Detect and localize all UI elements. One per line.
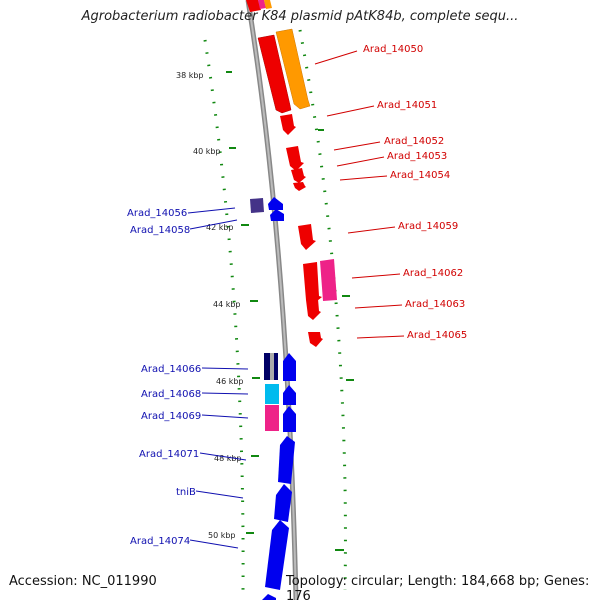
backbone-arc-highlight xyxy=(247,0,297,600)
tick-label: 48 kbp xyxy=(214,454,242,463)
gene-arad-14071 xyxy=(278,436,295,484)
tick-label: 50 kbp xyxy=(208,531,236,540)
gene-label[interactable]: Arad_14065 xyxy=(407,330,467,341)
gene-label[interactable]: Arad_14068 xyxy=(141,389,201,400)
leader-arad-14054 xyxy=(339,175,388,181)
gene-arad-14053 xyxy=(291,168,306,183)
gene-label[interactable]: Arad_14050 xyxy=(363,44,423,55)
leader-arad-14063 xyxy=(354,304,403,309)
gene-arad-14050b xyxy=(275,28,311,110)
gene-arad-14066-band xyxy=(270,353,274,380)
gene-label[interactable]: Arad_14052 xyxy=(384,136,444,147)
gene-label[interactable]: Arad_14062 xyxy=(403,268,463,279)
gene-label[interactable]: Arad_14053 xyxy=(387,151,447,162)
leader-arad-14050 xyxy=(314,50,358,65)
gene-arad-14054 xyxy=(293,182,306,191)
leader-arad-14051 xyxy=(326,105,375,117)
leader-arad-14059 xyxy=(347,226,396,234)
gene-label[interactable]: tniB xyxy=(176,487,196,498)
leader-arad-14062 xyxy=(351,273,401,279)
gene-label[interactable]: Arad_14054 xyxy=(390,170,450,181)
gene-arad-14050 xyxy=(257,34,292,114)
leader-arad-14066 xyxy=(201,367,249,370)
leader-arad-14069 xyxy=(201,414,249,419)
gene-top-orange xyxy=(264,0,272,9)
gene-arad-14065 xyxy=(308,332,323,347)
gc-track-right xyxy=(298,29,347,591)
gene-label[interactable]: Arad_14056 xyxy=(127,208,187,219)
gene-arad-14074 xyxy=(265,520,289,590)
gene-label[interactable]: Arad_14063 xyxy=(405,299,465,310)
tick-label: 38 kbp xyxy=(176,71,204,80)
leader-arad-14068 xyxy=(201,392,249,395)
gene-arad-14056b xyxy=(268,197,283,210)
tick-label: 46 kbp xyxy=(216,377,244,386)
map-title: Agrobacterium radiobacter K84 plasmid pA… xyxy=(81,9,519,24)
gene-label[interactable]: Arad_14066 xyxy=(141,364,201,375)
gene-arad-14069b xyxy=(283,406,296,432)
gene-arad-14063 xyxy=(306,299,321,320)
gc-track-left xyxy=(203,39,245,591)
gene-arad-14058 xyxy=(270,209,284,221)
gene-arad-14059 xyxy=(298,224,316,250)
gene-arad-14068b xyxy=(283,385,296,405)
leader-arad-14053 xyxy=(336,156,385,167)
gene-label[interactable]: Arad_14069 xyxy=(141,411,201,422)
leader-arad-14052 xyxy=(333,141,381,151)
gene-arad-14069 xyxy=(265,405,279,431)
gene-label[interactable]: Arad_14051 xyxy=(377,100,437,111)
gene-label[interactable]: Arad_14074 xyxy=(130,536,190,547)
gene-tnib xyxy=(274,484,292,522)
leader-arad-14058 xyxy=(189,219,238,230)
gene-arad-14068 xyxy=(265,384,279,404)
tick-label: 40 kbp xyxy=(193,147,221,156)
gene-arad-14056 xyxy=(250,198,264,213)
gene-top-pink xyxy=(258,0,266,9)
gene-arad-14051 xyxy=(280,114,296,135)
gene-arad-14062b xyxy=(320,259,337,301)
gene-label[interactable]: Arad_14058 xyxy=(130,225,190,236)
gene-label[interactable]: Arad_14059 xyxy=(398,221,458,232)
gene-arad-14066b xyxy=(283,353,296,381)
tick-label: 42 kbp xyxy=(206,223,234,232)
gene-bottom-blue xyxy=(262,594,276,600)
leader-arad-14071 xyxy=(199,452,247,461)
leader-arad-14074 xyxy=(189,539,239,549)
leader-arad-14065 xyxy=(356,335,405,339)
gene-arad-14052 xyxy=(286,146,304,171)
leader-tnib xyxy=(195,490,244,499)
tick-label: 44 kbp xyxy=(213,300,241,309)
accession-text: Accession: NC_011990 xyxy=(9,574,157,589)
gene-arad-14062 xyxy=(303,262,322,305)
gene-top-red xyxy=(246,0,261,12)
gene-label[interactable]: Arad_14071 xyxy=(139,449,199,460)
leader-arad-14056 xyxy=(187,207,236,214)
